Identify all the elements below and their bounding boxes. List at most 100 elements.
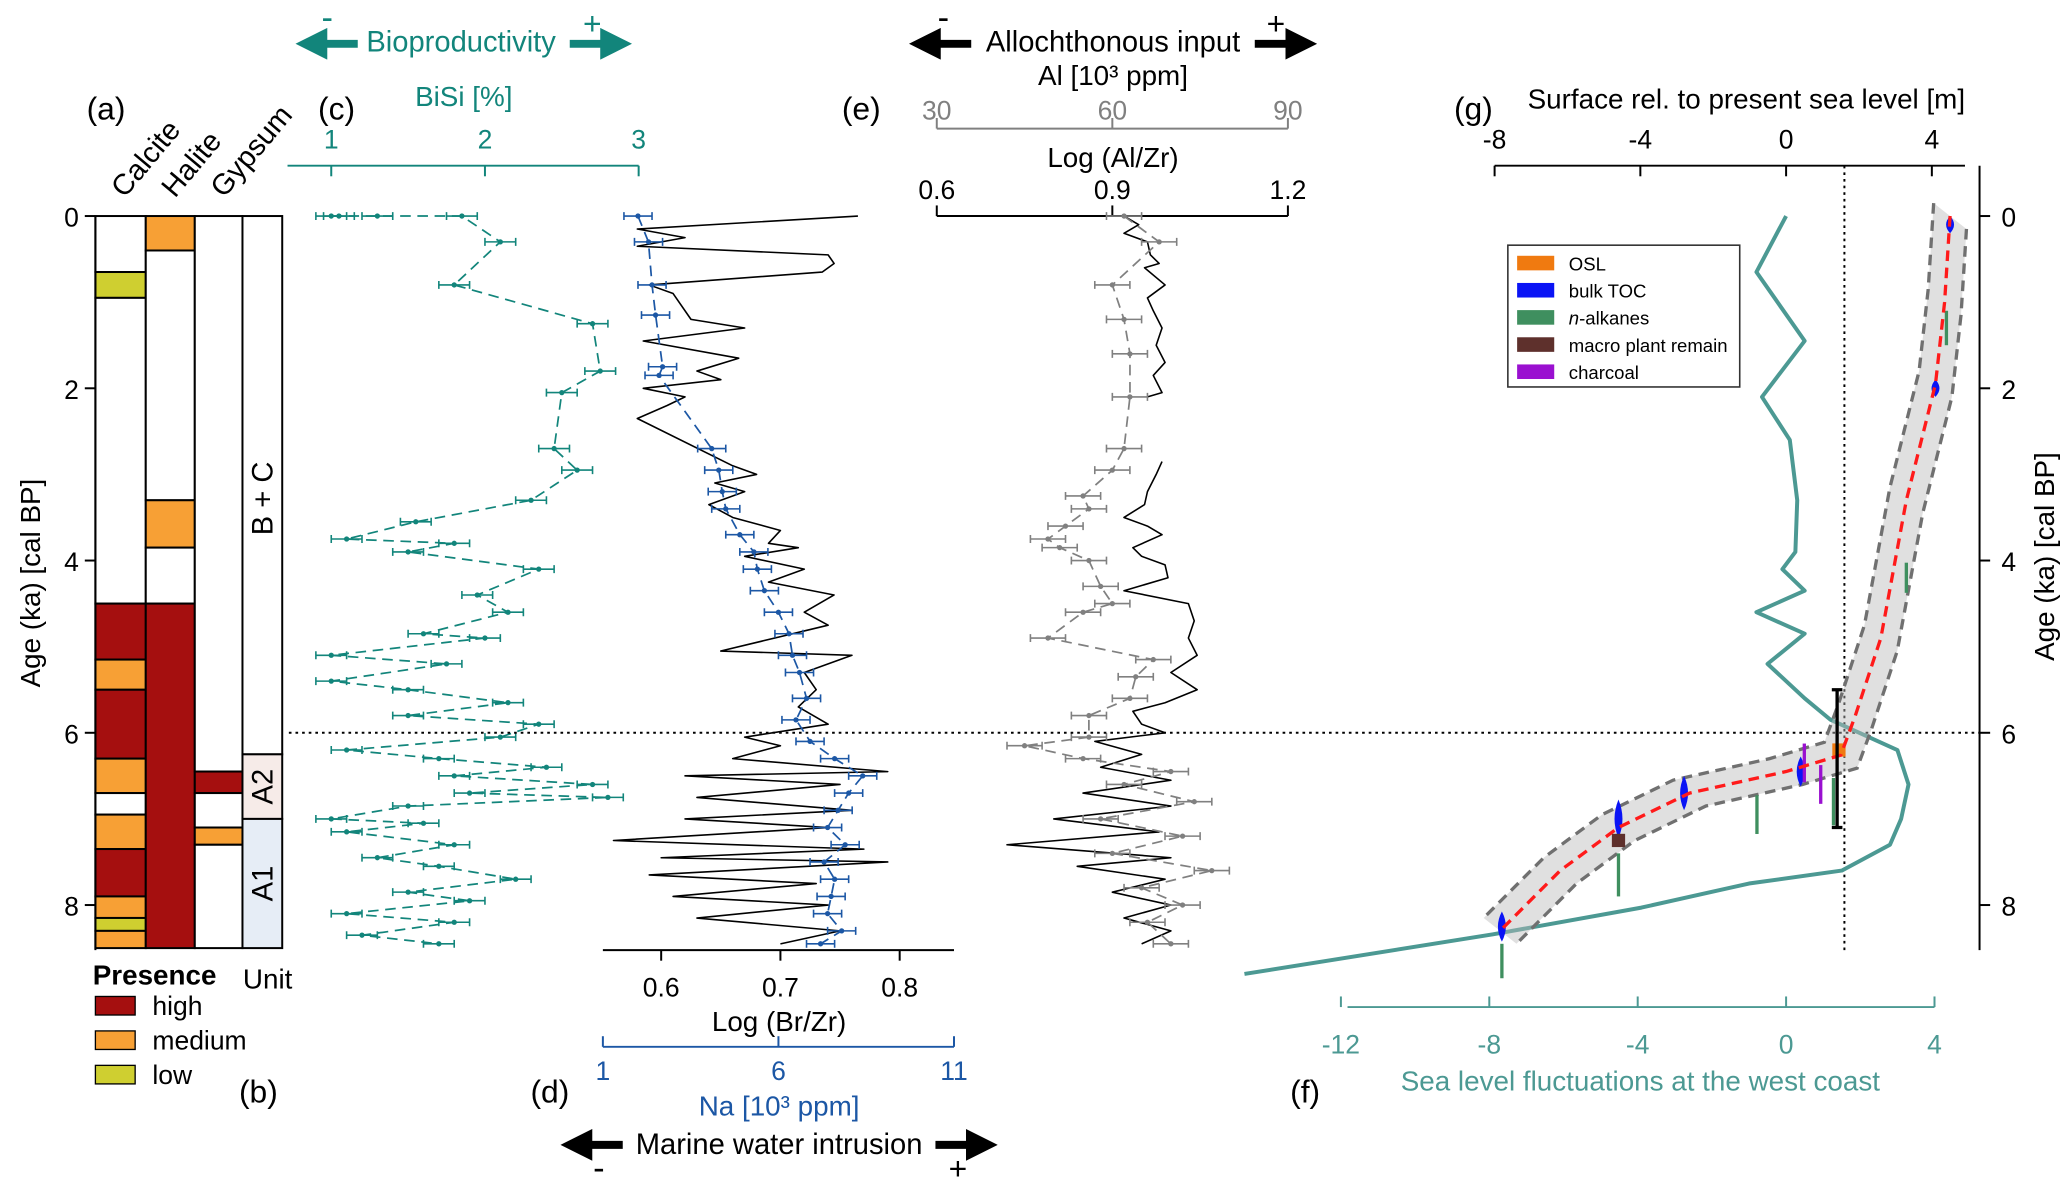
legend-swatch-alk [1517, 310, 1555, 325]
al-point [1062, 523, 1069, 529]
bisi-point [466, 790, 473, 796]
al-line [1023, 215, 1213, 945]
na-point [828, 893, 834, 900]
age-axis-right-tick-label: 6 [2001, 719, 2016, 749]
age-axis-left-tick-label: 4 [64, 547, 79, 577]
al-point [1109, 282, 1115, 288]
al-point [1179, 902, 1186, 908]
al-point [1045, 536, 1051, 542]
bisi-point [451, 540, 457, 546]
presence-block-gypsum [193, 792, 244, 829]
na-point [824, 824, 831, 831]
presence-block-calcite [94, 813, 147, 851]
na-point [817, 941, 824, 947]
alzr-line [1006, 215, 1198, 945]
marine-label: Marine water intrusion [636, 1129, 923, 1161]
age-axis-title-left: Age (ka) [cal BP] [15, 479, 46, 688]
sea-level-axis-tick-label: -4 [1626, 1029, 1650, 1059]
na-point [789, 652, 796, 658]
bisi-point [505, 609, 511, 615]
na-point [709, 445, 715, 452]
bisi-point [497, 734, 503, 740]
al-axis-tick-label: 60 [1098, 95, 1127, 125]
age-axis-right-tick-label: 4 [2001, 547, 2016, 577]
bisi-point [343, 911, 350, 917]
brzr-axis-tick-label: 0.8 [881, 972, 918, 1002]
surface-axis-tick-label: -4 [1629, 124, 1653, 154]
bisi-point [597, 368, 603, 374]
panel-label-f: (f) [1290, 1073, 1320, 1109]
al-point [1121, 445, 1127, 452]
alzr-axis-title: Log (Al/Zr) [1047, 142, 1178, 173]
bisi-point [405, 712, 411, 719]
al-point [1121, 213, 1127, 219]
al-axis-tick-label: 30 [922, 95, 951, 125]
bisi-point [497, 239, 503, 245]
bisi-point [374, 213, 381, 219]
panel-label-c: (c) [318, 90, 355, 126]
bio-minus: - [322, 0, 333, 37]
presence-block-calcite [94, 757, 147, 795]
bisi-point [436, 863, 442, 869]
bisi-point [528, 497, 534, 503]
age-model-upper-bound [1482, 203, 1936, 920]
panel-label-d: (d) [530, 1073, 569, 1109]
al-point [1086, 712, 1092, 719]
na-point [842, 842, 848, 848]
allochthonous-header: - Allochthonous input + [908, 0, 1318, 60]
na-point [821, 859, 827, 865]
bio-label: Bioproductivity [366, 27, 556, 59]
na-point [723, 506, 729, 512]
legend-label-medium: medium [152, 1025, 246, 1055]
age-axis-right-tick-label: 0 [2001, 203, 2016, 233]
alzr-axis-tick-label: 0.6 [918, 175, 955, 205]
brzr-line [612, 215, 889, 945]
al-axis-title: Al [10³ ppm] [1038, 60, 1188, 91]
al-point [1080, 493, 1086, 499]
na-point [754, 566, 761, 572]
presence-legend-title: Presence [93, 960, 217, 991]
bisi-point [343, 536, 350, 542]
al-point [1086, 557, 1092, 564]
na-point [807, 738, 813, 745]
bisi-point [436, 755, 442, 762]
legend-label-macro: macro plant remain [1569, 335, 1728, 356]
na-point [719, 488, 725, 495]
presence-block-calcite [94, 688, 147, 760]
marine-header: - Marine water intrusion + [560, 1128, 998, 1186]
macro-plant-sample [1611, 833, 1626, 848]
na-axis-tick-label: 11 [940, 1056, 968, 1086]
na-point [716, 467, 722, 473]
bisi-point [343, 829, 350, 835]
presence-block-calcite [94, 929, 147, 950]
bioproductivity-header: - Bioproductivity + [295, 0, 633, 60]
al-point [1109, 600, 1115, 607]
na-point [831, 755, 838, 762]
legend-swatch-charcoal [1517, 364, 1555, 380]
na-point [649, 282, 655, 288]
allo-minus: - [938, 0, 949, 37]
age-axis-left-tick-label: 8 [64, 892, 79, 922]
sea-level-curve [1244, 215, 1911, 976]
na-point [846, 790, 852, 796]
brzr-axis-title: Log (Br/Zr) [712, 1006, 846, 1037]
bisi-point [443, 661, 450, 667]
al-point [1138, 885, 1145, 891]
bisi-axis-tick-label: 3 [631, 124, 646, 154]
unit-block [241, 215, 284, 756]
legend-swatch-osl [1517, 255, 1555, 271]
na-axis-tick-label: 6 [771, 1056, 786, 1086]
unit-block [241, 817, 284, 950]
bisi-point [536, 566, 542, 572]
al-point [1209, 867, 1215, 874]
bisi-line [330, 215, 609, 945]
bisi-point [505, 699, 511, 706]
surface-axis-tick-label: 4 [1924, 124, 1939, 154]
bisi-point [451, 773, 457, 779]
age-axis-right-tick-label: 2 [2001, 375, 2016, 405]
sea-level-axis-tick-label: 4 [1927, 1029, 1942, 1059]
al-point [1144, 919, 1151, 925]
legend-label-high: high [152, 991, 202, 1021]
al-point [1109, 850, 1115, 857]
